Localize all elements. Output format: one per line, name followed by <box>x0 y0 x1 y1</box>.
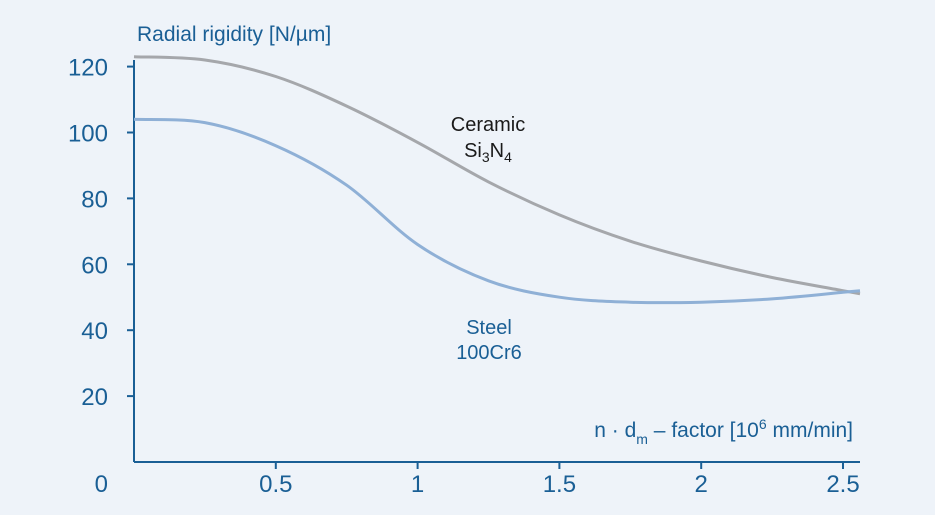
y-tick-label: 60 <box>81 252 108 279</box>
x-tick-label: 1.5 <box>543 471 576 498</box>
series-line-steel <box>133 117 861 305</box>
y-tick-labels: 20 40 60 80 100 120 <box>68 55 108 412</box>
y-tick-label: 40 <box>81 318 108 345</box>
y-tick-label: 100 <box>68 120 108 147</box>
y-axis-title: Radial rigidity [N/µm] <box>137 23 331 46</box>
x-axis-title-superscript: 6 <box>759 416 767 432</box>
x-tick-label: 0.5 <box>259 471 292 498</box>
series-line-ceramic <box>133 55 861 296</box>
y-tick-label: 20 <box>81 384 108 411</box>
x-axis-title: n · dm – factor [106 mm/min] <box>594 416 853 447</box>
x-axis-title-subscript: m <box>636 431 648 447</box>
ceramic-label: Ceramic <box>451 114 525 136</box>
x-axis-title-middle: – factor [10 <box>648 419 759 442</box>
ceramic-formula-sub-3: 3 <box>482 149 490 165</box>
x-tick-labels: 0 0.5 1 1.5 2 2.5 <box>95 471 860 498</box>
x-tick-label: 0 <box>95 471 108 498</box>
steel-label: Steel <box>466 317 512 339</box>
x-tick-label: 2 <box>695 471 708 498</box>
tick-marks <box>127 65 844 469</box>
y-tick-label: 80 <box>81 186 108 213</box>
ceramic-formula-si: Si <box>464 140 482 162</box>
ceramic-formula-n: N <box>490 140 504 162</box>
ceramic-formula-label: Si3N4 <box>464 140 512 165</box>
x-tick-label: 1 <box>411 471 424 498</box>
y-tick-label: 120 <box>68 55 108 82</box>
x-axis-title-suffix: mm/min] <box>767 419 853 442</box>
steel-grade-label: 100Cr6 <box>456 342 522 364</box>
x-tick-label: 2.5 <box>826 471 859 498</box>
x-axis-title-prefix: n · d <box>594 419 636 442</box>
ceramic-formula-sub-4: 4 <box>504 149 512 165</box>
